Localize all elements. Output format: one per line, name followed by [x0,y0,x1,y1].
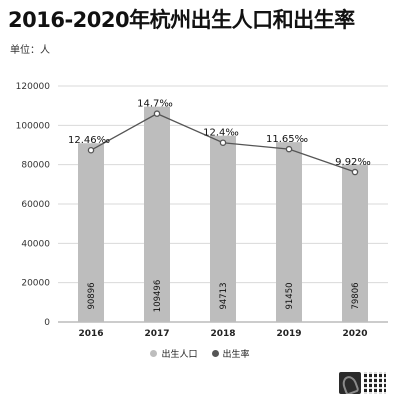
y-tick-label: 100000 [16,121,51,131]
rate-value-label: 11.65‰ [266,134,308,145]
watermark [339,372,386,394]
qr-code-icon [364,372,386,394]
legend: 出生人口 出生率 [0,347,400,360]
rate-value-label: 12.46‰ [68,135,110,146]
bar-value-label: 79806 [351,282,361,309]
x-tick-label: 2018 [210,329,235,339]
rate-point [153,110,161,117]
rate-point [285,145,293,153]
y-tick-label: 40000 [21,239,50,249]
legend-dot-rate [211,350,219,357]
bar-value-label: 94713 [219,282,229,309]
x-tick-label: 2017 [144,329,169,339]
bar [144,106,170,322]
bar-value-label: 109496 [153,280,163,312]
bar-value-label: 90896 [87,282,97,309]
chart-title: 2016-2020年杭州出生人口和出生率 [8,8,355,32]
y-tick-label: 60000 [21,200,50,210]
y-tick-label: 0 [44,318,50,328]
rate-value-label: 12.4‰ [203,128,239,139]
x-tick-label: 2019 [276,329,301,339]
watermark-logo-icon [339,372,361,394]
x-tick-label: 2020 [342,329,367,339]
bar [342,165,368,322]
bar [276,142,302,322]
bar [78,143,104,322]
x-tick-label: 2016 [78,329,103,339]
y-tick-label: 120000 [16,82,51,92]
legend-dot-births [150,350,158,357]
bar-value-label: 91450 [285,282,295,309]
rate-point [351,168,359,176]
y-tick-label: 80000 [21,161,50,171]
chart: 0 20000 40000 60000 80000 100000 120000 90896 10… [16,82,388,339]
legend-label-rate: 出生率 [222,350,250,360]
legend-item-rate: 出生率 [211,347,250,360]
rate-value-label: 14.7‰ [137,99,173,110]
legend-label-births: 出生人口 [161,350,198,360]
rate-value-label: 9.92‰ [335,157,371,168]
y-tick-label: 20000 [21,279,50,289]
unit-label: 单位：人 [10,45,50,56]
rate-point [87,146,95,154]
rate-point [219,139,227,146]
legend-item-births: 出生人口 [150,347,198,360]
bar [210,135,236,322]
